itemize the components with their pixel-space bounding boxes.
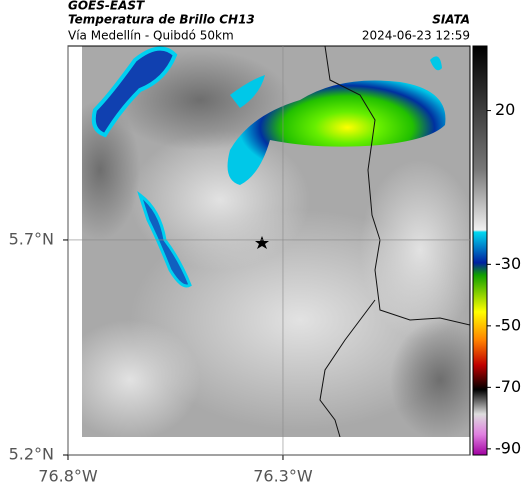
satellite: GOES-EAST [68, 0, 145, 13]
colorbar-tick-label: -90 [495, 438, 521, 457]
colorbar-tick-label: 20 [495, 100, 515, 119]
x-tick-label: 76.3°W [253, 467, 313, 486]
region: Vía Medellín - Quibdó 50km [68, 29, 234, 43]
y-tick-label: 5.2°N [9, 445, 54, 464]
x-tick-label: 76.8°W [38, 467, 98, 486]
product: Temperatura de Brillo CH13 [68, 13, 255, 27]
colorbar-tick-label: -70 [495, 377, 521, 396]
colorbar-tick-label: -50 [495, 315, 521, 334]
colorbar [472, 45, 488, 456]
city-marker [255, 236, 269, 249]
colorbar-tick-label: -30 [495, 254, 521, 273]
y-tick-label: 5.7°N [9, 229, 54, 248]
source: SIATA [432, 13, 470, 27]
imagery [82, 46, 470, 437]
datetime: 2024-06-23 12:59 [362, 29, 470, 43]
